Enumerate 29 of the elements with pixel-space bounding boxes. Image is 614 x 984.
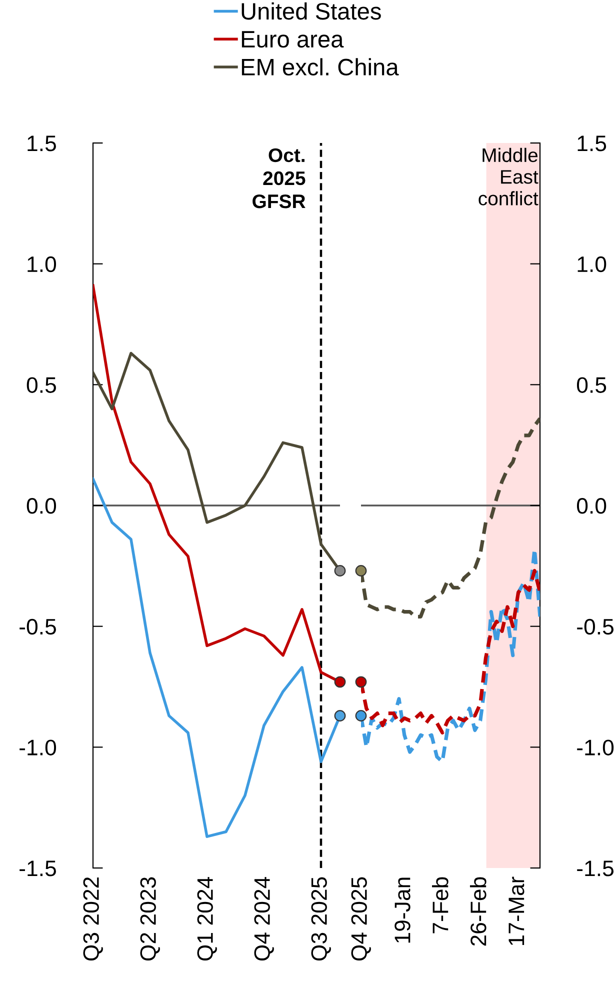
annotation: Middle East conflict xyxy=(478,148,538,206)
legend-label: EM excl. China xyxy=(242,58,399,76)
y-tick-label: 0.0 xyxy=(26,498,56,514)
legend-label: United States xyxy=(242,2,381,20)
x-tick-label: 17-Mar xyxy=(508,876,524,946)
y-tick-label: 0.5 xyxy=(26,377,56,393)
y-tick-label: -1.5 xyxy=(577,860,614,876)
y-tick-label: 0.0 xyxy=(576,498,606,514)
y-tick-label: -1.0 xyxy=(20,740,56,756)
x-tick-label: Q3 2022 xyxy=(83,877,103,961)
y-tick-label: 0.5 xyxy=(576,377,606,393)
x-tick-label: Q4 2024 xyxy=(254,876,274,961)
y-tick-label: -1.0 xyxy=(577,740,614,756)
x-tick-label: Q2 2023 xyxy=(140,877,160,961)
y-tick-label: 1.5 xyxy=(578,136,606,152)
x-tick-label: Q1 2024 xyxy=(197,876,217,961)
y-tick-label: -0.5 xyxy=(20,618,56,635)
x-tick-label: Q3 2025 xyxy=(311,877,331,961)
x-tick-label: 19-Jan xyxy=(394,878,410,943)
y-tick-label: 1.0 xyxy=(578,256,606,272)
x-tick-label: Q4 2025 xyxy=(351,877,371,961)
x-tick-label: 7-Feb xyxy=(432,877,448,934)
legend-label: Euro area xyxy=(242,31,344,48)
y-tick-label: -1.5 xyxy=(20,860,56,876)
y-tick-label: 1.0 xyxy=(28,256,56,272)
y-tick-label: -0.5 xyxy=(577,618,614,635)
y-tick-label: 1.5 xyxy=(28,136,56,152)
x-tick-label: 26-Feb xyxy=(470,877,486,946)
ref-line-label: Oct. 2025 GFSR xyxy=(252,148,306,208)
